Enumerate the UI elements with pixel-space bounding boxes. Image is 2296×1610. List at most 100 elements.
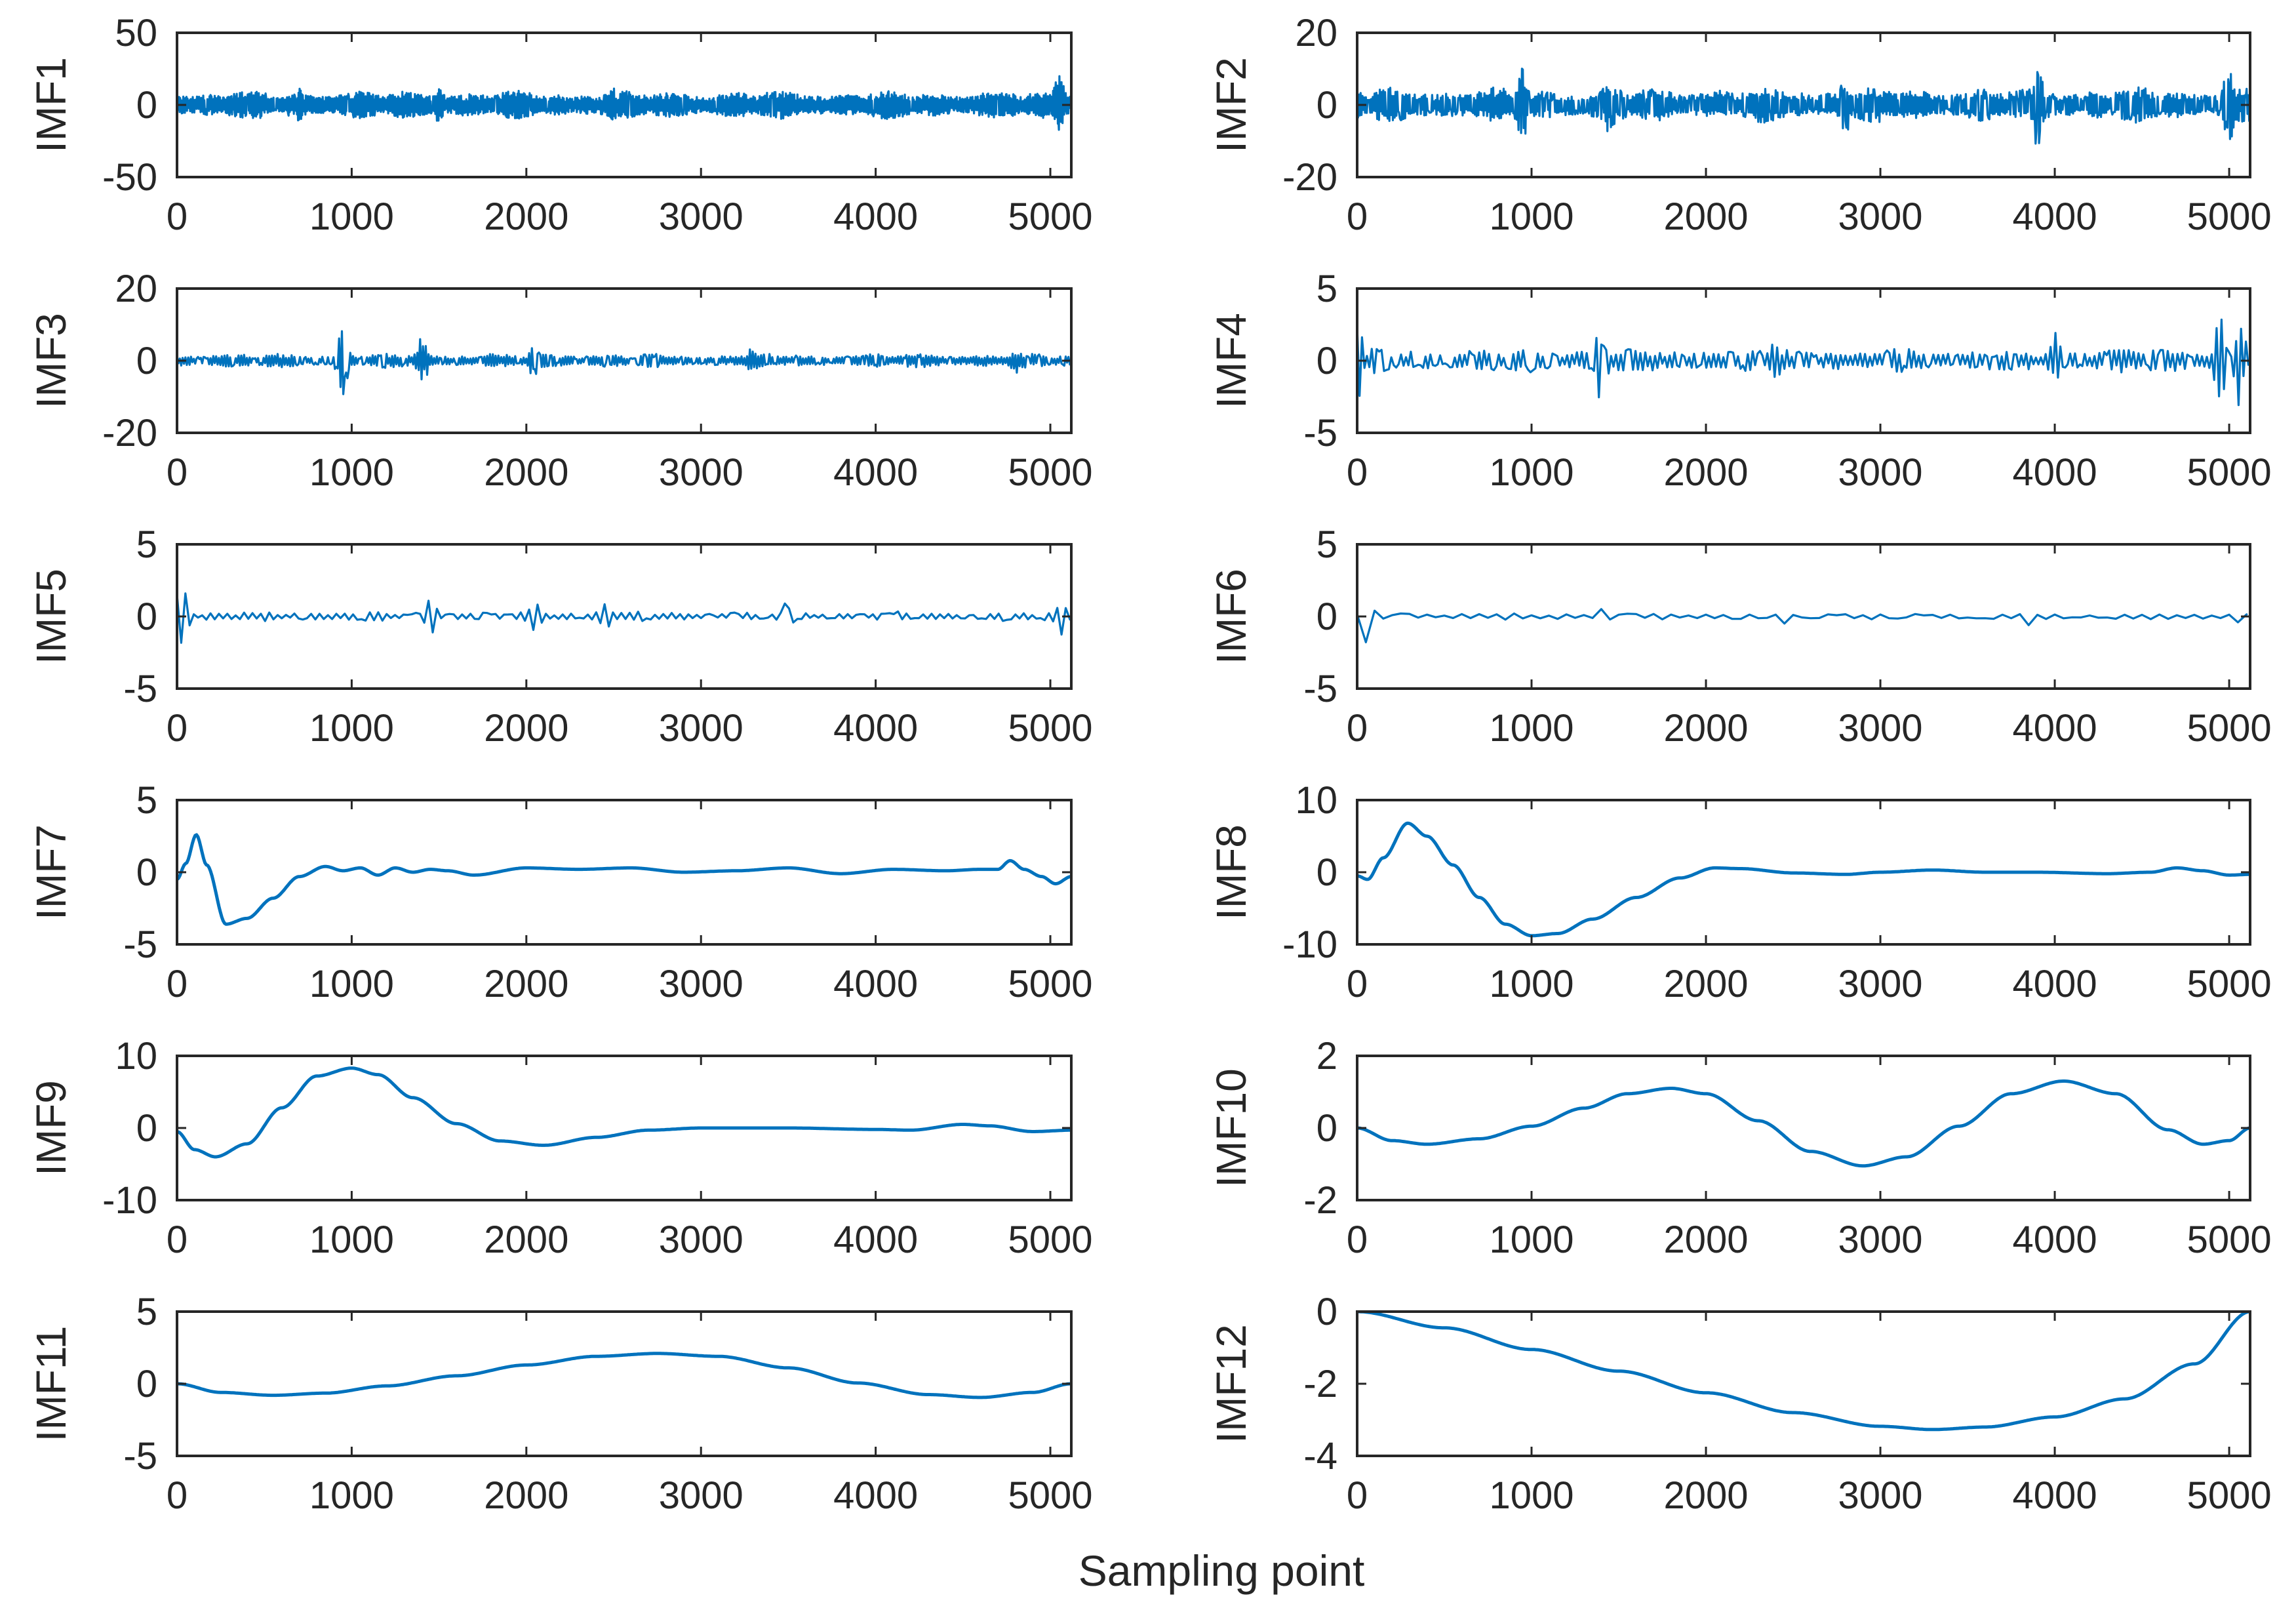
y-axis-label-imf7: IMF7 <box>28 824 75 920</box>
y-axis-label-imf9: IMF9 <box>28 1080 75 1176</box>
y-tick-label: -4 <box>1303 1435 1337 1478</box>
x-tick-label: 4000 <box>833 1474 918 1517</box>
y-axis-label-imf11: IMF11 <box>28 1326 75 1442</box>
x-tick-label: 4000 <box>2013 195 2097 238</box>
axes-frame-imf11 <box>176 1310 1073 1457</box>
y-tick-label: 0 <box>136 340 157 382</box>
x-tick-label: 2000 <box>1664 1218 1749 1261</box>
x-tick-label: 0 <box>167 707 188 750</box>
y-tick-label: 5 <box>1316 268 1337 310</box>
y-tick-label: 0 <box>1316 340 1337 382</box>
x-tick-label: 5000 <box>2187 451 2272 494</box>
trace-imf7 <box>177 833 1071 926</box>
y-tick-label: 10 <box>115 1035 157 1077</box>
x-tick-label: 2000 <box>484 195 568 238</box>
x-tick-label: 1000 <box>1490 1218 1574 1261</box>
y-tick-label: -5 <box>123 668 157 710</box>
y-tick-label: 20 <box>115 268 157 310</box>
x-tick-label: 2000 <box>1664 707 1749 750</box>
x-tick-label: 0 <box>1347 707 1368 750</box>
y-tick-label: -20 <box>1282 156 1337 199</box>
x-tick-label: 4000 <box>2013 963 2097 1005</box>
y-tick-label: -2 <box>1303 1179 1337 1222</box>
y-tick-label: -5 <box>123 1435 157 1478</box>
y-axis-label-imf5: IMF5 <box>28 569 75 664</box>
x-tick-label: 1000 <box>309 963 394 1005</box>
y-tick-label: 50 <box>115 12 157 54</box>
y-axis-label-imf6: IMF6 <box>1208 569 1255 664</box>
x-tick-label: 5000 <box>2187 1474 2272 1517</box>
y-tick-label: 5 <box>136 779 157 822</box>
y-tick-label: 5 <box>1316 523 1337 566</box>
x-tick-label: 4000 <box>833 195 918 238</box>
x-tick-label: 3000 <box>659 1218 743 1261</box>
x-tick-label: 4000 <box>2013 1218 2097 1261</box>
x-tick-label: 1000 <box>309 707 394 750</box>
y-tick-label: -2 <box>1303 1363 1337 1405</box>
x-tick-label: 1000 <box>1490 963 1574 1005</box>
x-tick-label: 0 <box>1347 1474 1368 1517</box>
y-tick-label: -10 <box>102 1179 157 1222</box>
x-tick-label: 2000 <box>1664 451 1749 494</box>
x-tick-label: 0 <box>167 1474 188 1517</box>
y-tick-label: 5 <box>136 1291 157 1333</box>
y-axis-label-imf12: IMF12 <box>1208 1324 1255 1443</box>
subplot-imf12: 0 1000 2000 3000 4000 5000 0 -2 -4 IMF12 <box>1208 1291 2272 1517</box>
trace-imf9 <box>177 1066 1071 1159</box>
x-tick-label: 2000 <box>1664 1474 1749 1517</box>
x-tick-label: 2000 <box>484 1474 568 1517</box>
x-tick-label: 1000 <box>1490 1474 1574 1517</box>
trace-imf10 <box>1357 1079 2250 1168</box>
x-tick-label: 4000 <box>833 963 918 1005</box>
x-tick-label: 1000 <box>309 1474 394 1517</box>
trace-imf12 <box>1357 1312 2250 1432</box>
trace-imf3 <box>177 330 1071 395</box>
y-tick-label: -50 <box>102 156 157 199</box>
x-tick-label: 0 <box>1347 451 1368 494</box>
trace-imf1 <box>177 75 1071 131</box>
x-tick-label: 0 <box>167 1218 188 1261</box>
x-tick-label: 3000 <box>1838 1218 1923 1261</box>
y-tick-label: 0 <box>136 851 157 894</box>
trace-imf4 <box>1357 318 2249 407</box>
x-tick-label: 5000 <box>1008 707 1093 750</box>
y-tick-label: 0 <box>1316 84 1337 127</box>
y-tick-label: 2 <box>1316 1035 1337 1077</box>
y-tick-label: 0 <box>136 84 157 127</box>
x-tick-label: 3000 <box>659 963 743 1005</box>
y-axis-label-imf8: IMF8 <box>1208 824 1255 920</box>
axes-frame-imf10 <box>1356 1055 2251 1201</box>
x-tick-label: 4000 <box>2013 1474 2097 1517</box>
y-tick-label: 0 <box>136 1107 157 1150</box>
x-tick-label: 0 <box>167 195 188 238</box>
x-tick-label: 3000 <box>1838 707 1923 750</box>
x-tick-label: 1000 <box>309 195 394 238</box>
x-tick-label: 0 <box>1347 963 1368 1005</box>
y-tick-label: 20 <box>1295 12 1337 54</box>
x-tick-label: 5000 <box>1008 451 1093 494</box>
x-tick-label: 4000 <box>2013 451 2097 494</box>
x-tick-label: 4000 <box>833 451 918 494</box>
x-tick-label: 3000 <box>659 451 743 494</box>
y-tick-label: -5 <box>123 923 157 966</box>
x-tick-label: 5000 <box>2187 195 2272 238</box>
x-tick-label: 5000 <box>2187 963 2272 1005</box>
x-tick-label: 0 <box>167 451 188 494</box>
x-tick-label: 4000 <box>2013 707 2097 750</box>
x-tick-label: 3000 <box>1838 1474 1923 1517</box>
x-tick-label: 3000 <box>1838 195 1923 238</box>
x-tick-label: 1000 <box>1490 451 1574 494</box>
y-axis-label-imf1: IMF1 <box>28 57 75 153</box>
